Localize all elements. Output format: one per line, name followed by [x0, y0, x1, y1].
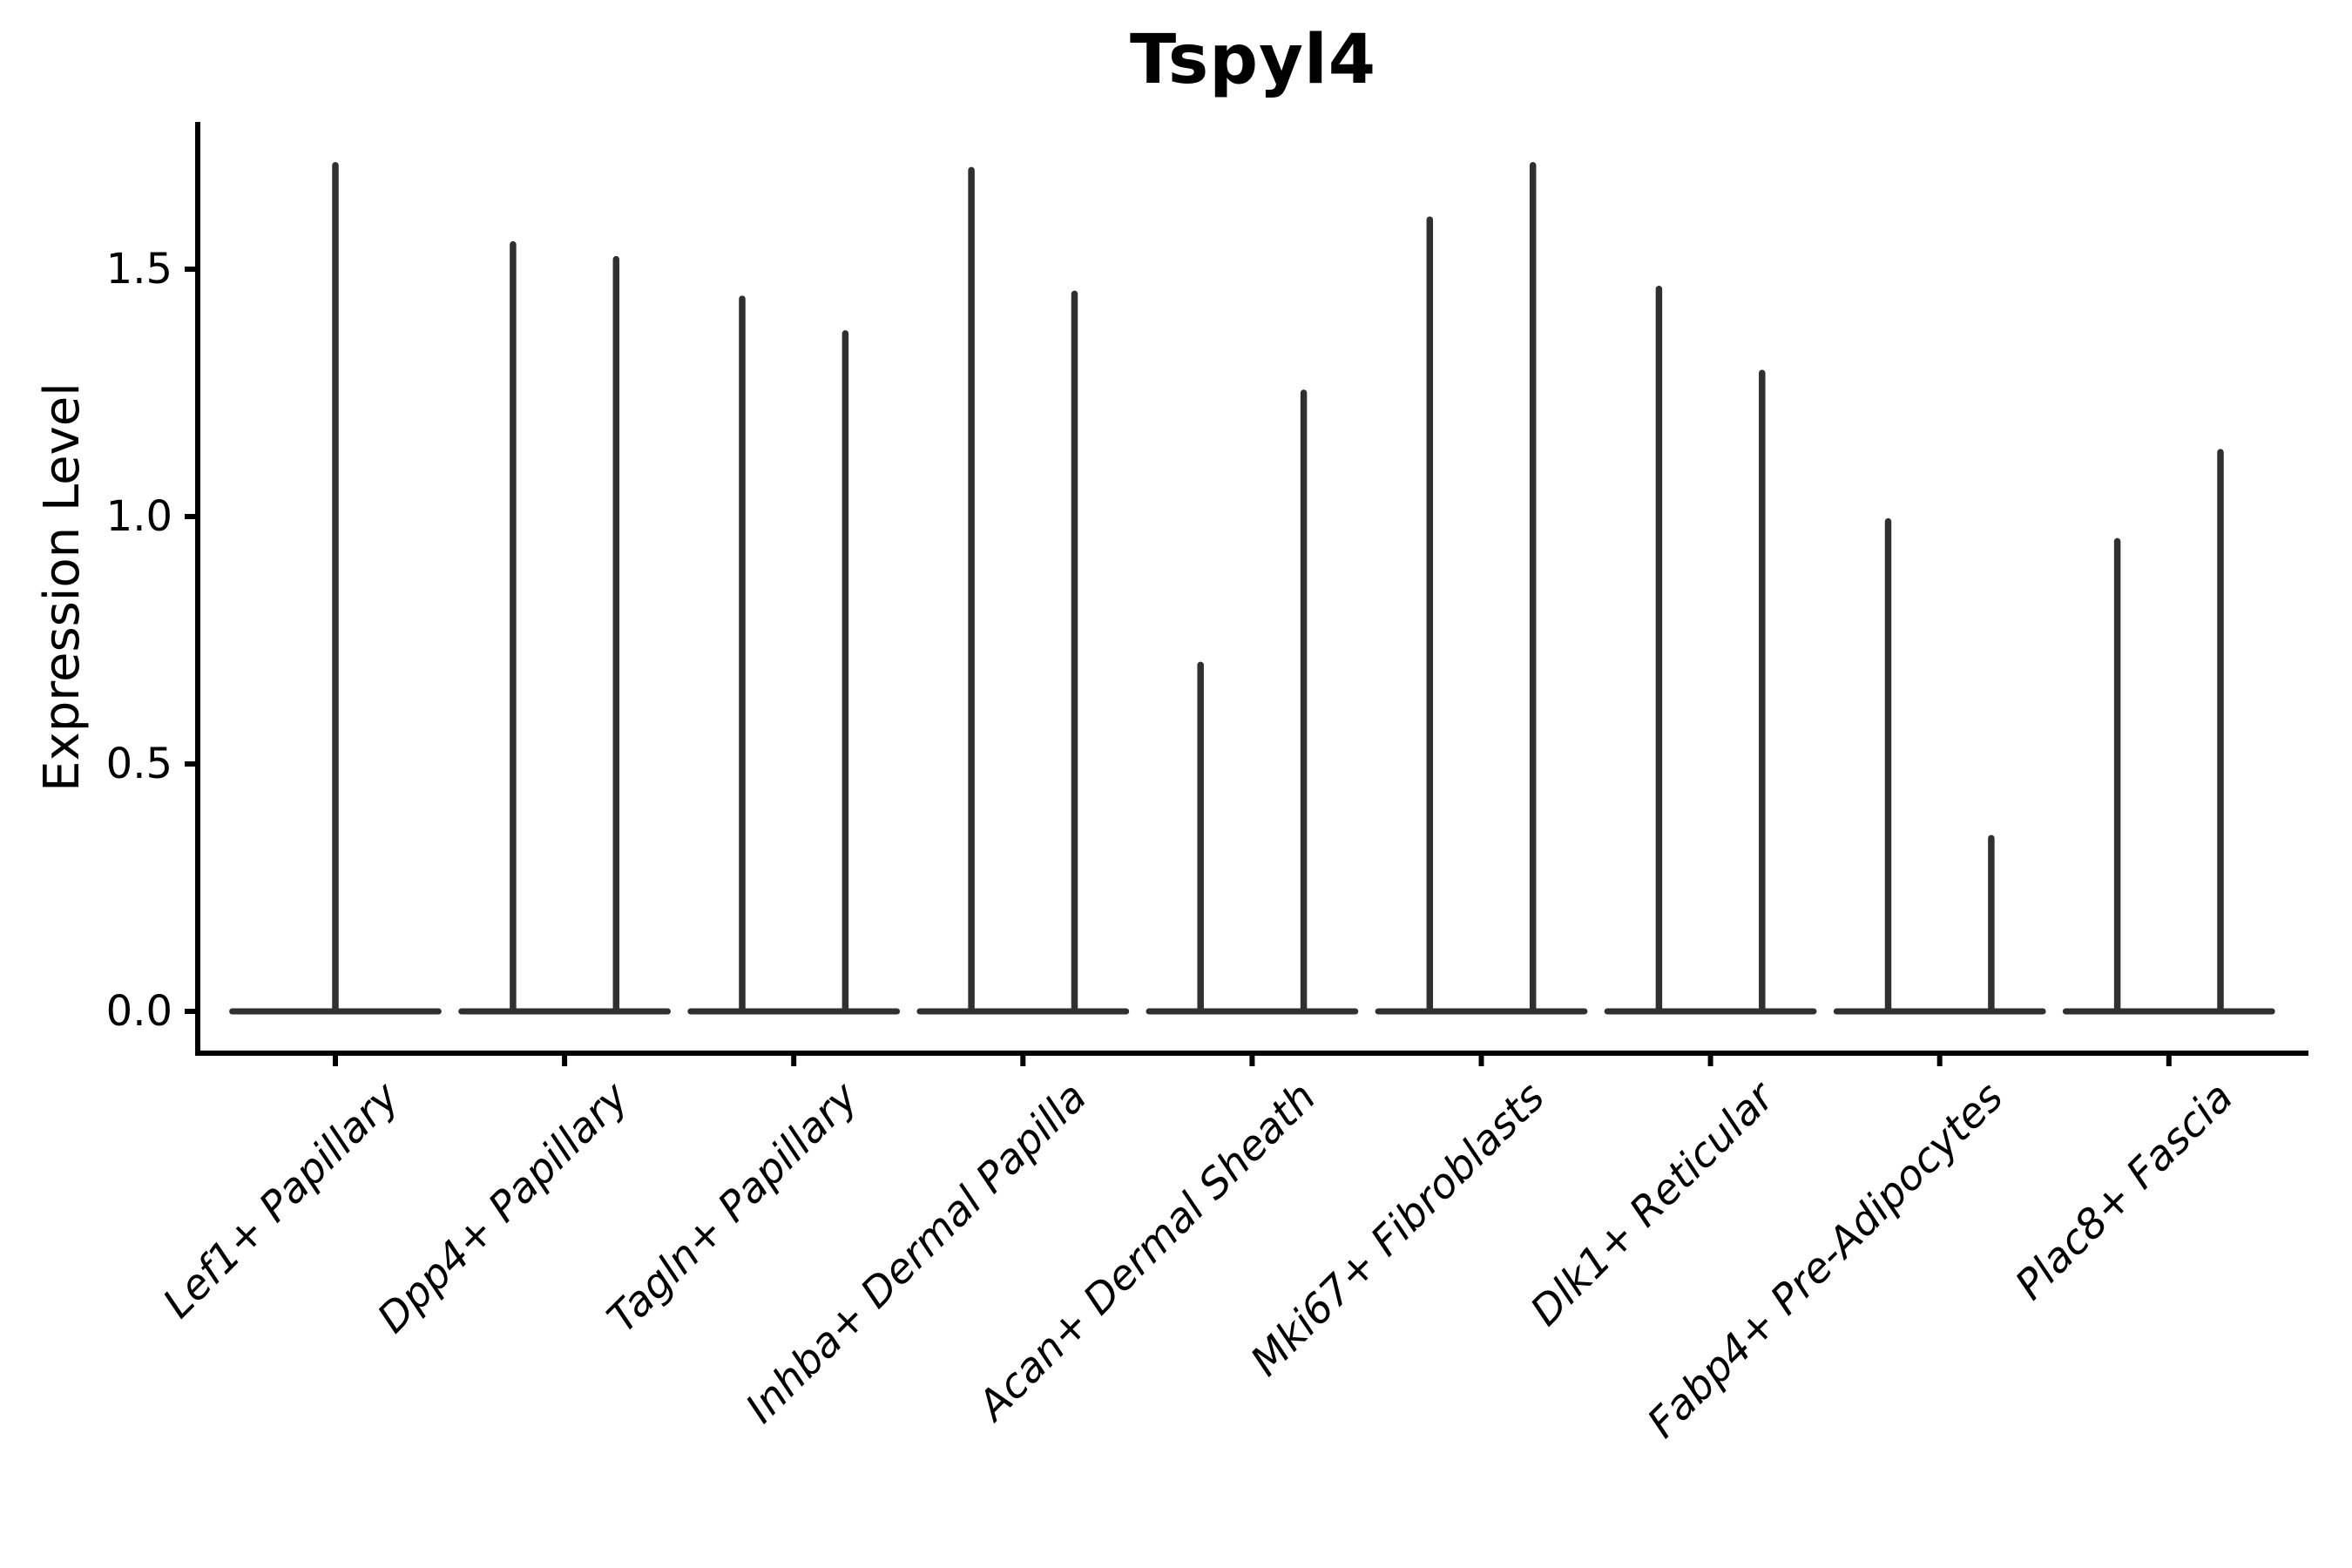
- y-tick-label: 1.0: [105, 492, 172, 541]
- y-tick-label: 0.5: [105, 740, 172, 788]
- y-tick-label: 0.0: [105, 987, 172, 1036]
- y-tick-label: 1.5: [105, 245, 172, 294]
- plot-title: Tspyl4: [1130, 21, 1376, 99]
